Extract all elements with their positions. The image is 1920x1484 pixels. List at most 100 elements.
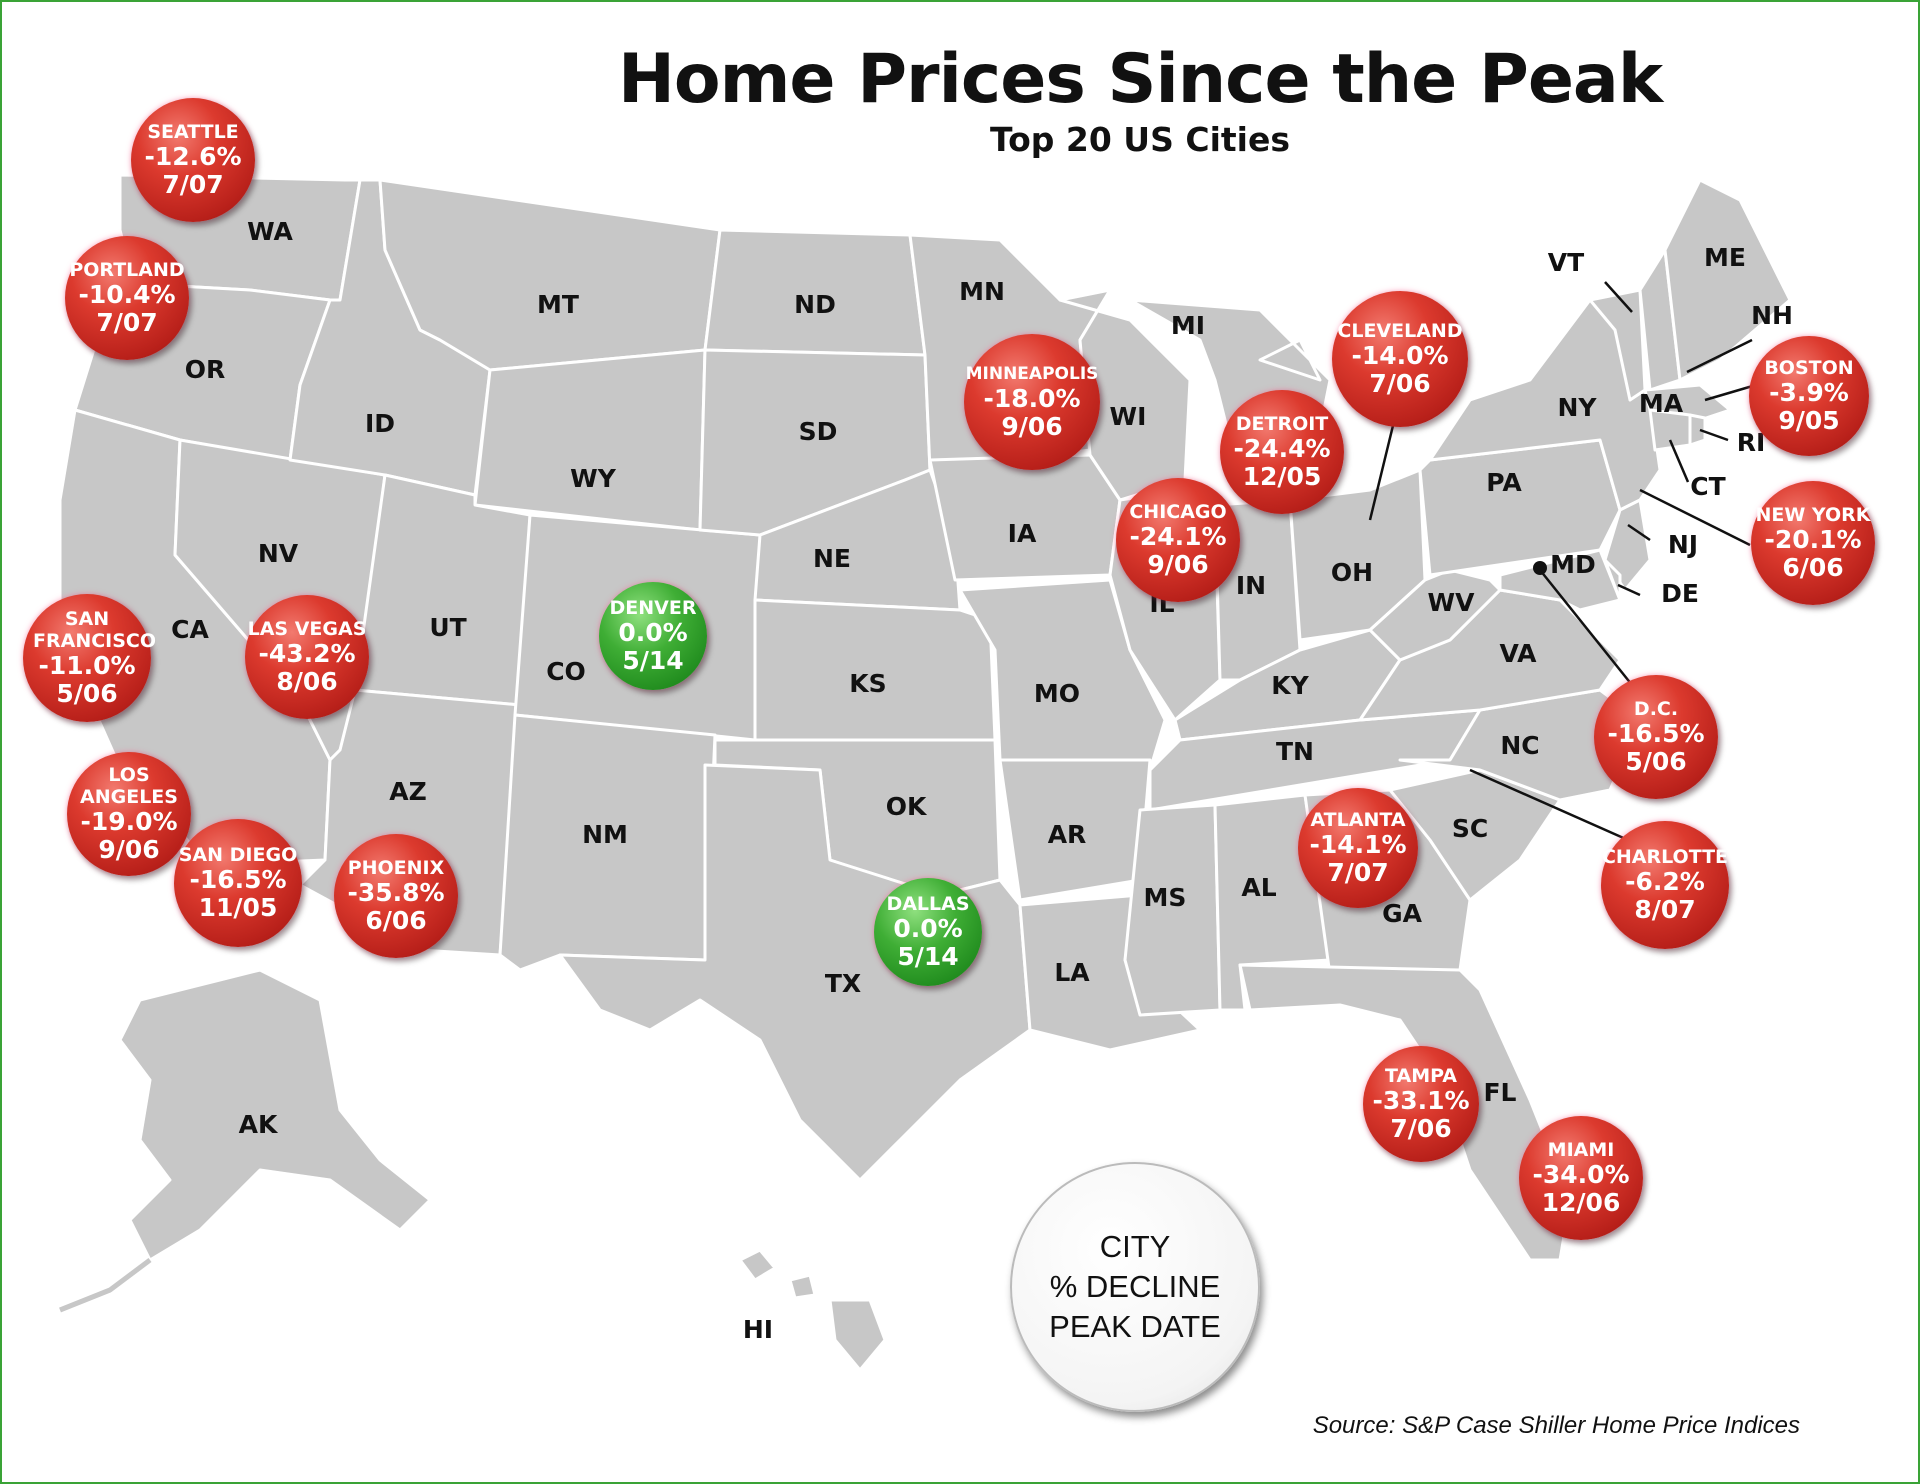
city-decline: -24.1%	[1129, 522, 1227, 551]
state-label-ok: OK	[886, 792, 928, 821]
state-label-ma: MA	[1639, 389, 1684, 418]
city-name: MIAMI	[1547, 1139, 1615, 1161]
city-decline: -33.1%	[1372, 1086, 1470, 1115]
legend-circle: CITY % DECLINE PEAK DATE	[1010, 1162, 1260, 1412]
state-wy	[473, 348, 707, 532]
city-name: DENVER	[609, 597, 697, 619]
city-bubble-dallas: DALLAS 0.0% 5/14	[874, 878, 982, 986]
state-label-vt: VT	[1548, 248, 1584, 277]
state-label-hi: HI	[743, 1315, 773, 1344]
state-label-ri: RI	[1737, 428, 1766, 457]
city-decline: -24.4%	[1233, 434, 1331, 463]
city-decline: -14.0%	[1351, 341, 1449, 370]
city-bubble-cleveland: CLEVELAND -14.0% 7/06	[1332, 291, 1468, 427]
state-label-ia: IA	[1008, 519, 1037, 548]
city-name: LAS VEGAS	[247, 618, 367, 640]
state-label-oh: OH	[1331, 558, 1373, 587]
state-vt	[1588, 288, 1647, 402]
city-peak-date: 7/07	[162, 170, 224, 199]
state-label-wy: WY	[570, 464, 617, 493]
legend-city: CITY	[1099, 1229, 1171, 1264]
state-me	[1663, 178, 1792, 382]
city-bubble-miami: MIAMI -34.0% 12/06	[1519, 1116, 1643, 1240]
legend-decline: % DECLINE	[1049, 1269, 1221, 1304]
city-bubble-las-vegas: LAS VEGAS -43.2% 8/06	[245, 595, 369, 719]
city-decline: -34.0%	[1532, 1160, 1630, 1189]
state-label-ny: NY	[1557, 393, 1597, 422]
state-md	[1498, 548, 1622, 612]
city-peak-date: 8/07	[1634, 895, 1696, 924]
state-label-me: ME	[1704, 243, 1746, 272]
page-title: Home Prices Since the Peak	[617, 40, 1663, 119]
city-peak-date: 9/05	[1778, 406, 1840, 435]
state-label-ak: AK	[239, 1110, 279, 1139]
connector-newyork	[1639, 488, 1751, 547]
state-label-pa: PA	[1486, 468, 1522, 497]
state-nj	[1603, 498, 1652, 592]
city-bubble-minneapolis: MINNEAPOLIS -18.0% 9/06	[964, 334, 1100, 470]
state-label-ga: GA	[1382, 899, 1423, 928]
city-peak-date: 9/06	[98, 835, 160, 864]
city-bubble-san-francisco: SAN FRANCISCO -11.0% 5/06	[23, 594, 156, 722]
city-peak-date: 7/07	[1327, 858, 1389, 887]
city-name: NEW YORK	[1755, 504, 1871, 526]
dc-marker	[1533, 561, 1547, 575]
city-name: BOSTON	[1764, 357, 1854, 379]
state-label-ca: CA	[171, 615, 209, 644]
state-label-tn: TN	[1276, 737, 1314, 766]
city-bubble-chicago: CHICAGO -24.1% 9/06	[1116, 478, 1240, 602]
city-bubble-new-york: NEW YORK -20.1% 6/06	[1751, 481, 1875, 605]
state-wv	[1368, 568, 1502, 662]
city-name: CLEVELAND	[1337, 320, 1463, 342]
city-name: DETROIT	[1235, 413, 1329, 435]
city-decline: -18.0%	[983, 384, 1081, 413]
city-peak-date: 7/07	[96, 308, 158, 337]
state-label-ks: KS	[849, 669, 886, 698]
connector-nj	[1627, 523, 1651, 542]
state-label-md: MD	[1550, 550, 1596, 579]
state-label-ms: MS	[1144, 883, 1187, 912]
city-decline: -35.8%	[347, 878, 445, 907]
state-label-ut: UT	[429, 613, 466, 642]
connector-ri	[1699, 428, 1729, 442]
city-decline: -14.1%	[1309, 830, 1407, 859]
state-label-mi: MI	[1171, 311, 1205, 340]
city-name: MINNEAPOLIS	[965, 364, 1099, 384]
city-peak-date: 5/14	[622, 646, 684, 675]
state-label-mo: MO	[1034, 679, 1080, 708]
state-label-nv: NV	[258, 539, 299, 568]
state-ms	[1123, 803, 1222, 1017]
state-label-ne: NE	[813, 544, 851, 573]
state-ia	[928, 453, 1122, 582]
city-name: SEATTLE	[147, 121, 239, 143]
state-ak	[118, 968, 432, 1262]
state-label-la: LA	[1054, 958, 1090, 987]
city-decline: -6.2%	[1625, 867, 1705, 896]
city-bubble-seattle: SEATTLE -12.6% 7/07	[131, 98, 255, 222]
city-name: DALLAS	[886, 893, 970, 915]
connector-nh	[1686, 338, 1753, 374]
state-label-co: CO	[546, 657, 586, 686]
city-name: CHICAGO	[1129, 501, 1227, 523]
city-decline: -12.6%	[144, 142, 242, 171]
city-bubble-portland: PORTLAND -10.4% 7/07	[65, 236, 189, 360]
city-name: SAN DIEGO	[178, 844, 298, 866]
city-bubble-charlotte: CHARLOTTE -6.2% 8/07	[1601, 821, 1729, 949]
city-peak-date: 8/06	[276, 667, 338, 696]
connector-de	[1617, 583, 1641, 597]
state-ut	[353, 473, 532, 707]
city-decline: -19.0%	[80, 807, 178, 836]
city-decline: -3.9%	[1769, 378, 1849, 407]
page-subtitle: Top 20 US Cities	[989, 120, 1290, 159]
city-peak-date: 6/06	[365, 906, 427, 935]
city-peak-date: 5/06	[56, 679, 118, 708]
city-decline: -11.0%	[38, 651, 136, 680]
city-decline: -10.4%	[78, 280, 176, 309]
city-name: TAMPA	[1385, 1065, 1457, 1087]
city-peak-date: 9/06	[1001, 412, 1063, 441]
city-decline: 0.0%	[893, 914, 963, 943]
city-peak-date: 7/06	[1369, 369, 1431, 398]
city-bubble-boston: BOSTON -3.9% 9/05	[1749, 336, 1869, 456]
